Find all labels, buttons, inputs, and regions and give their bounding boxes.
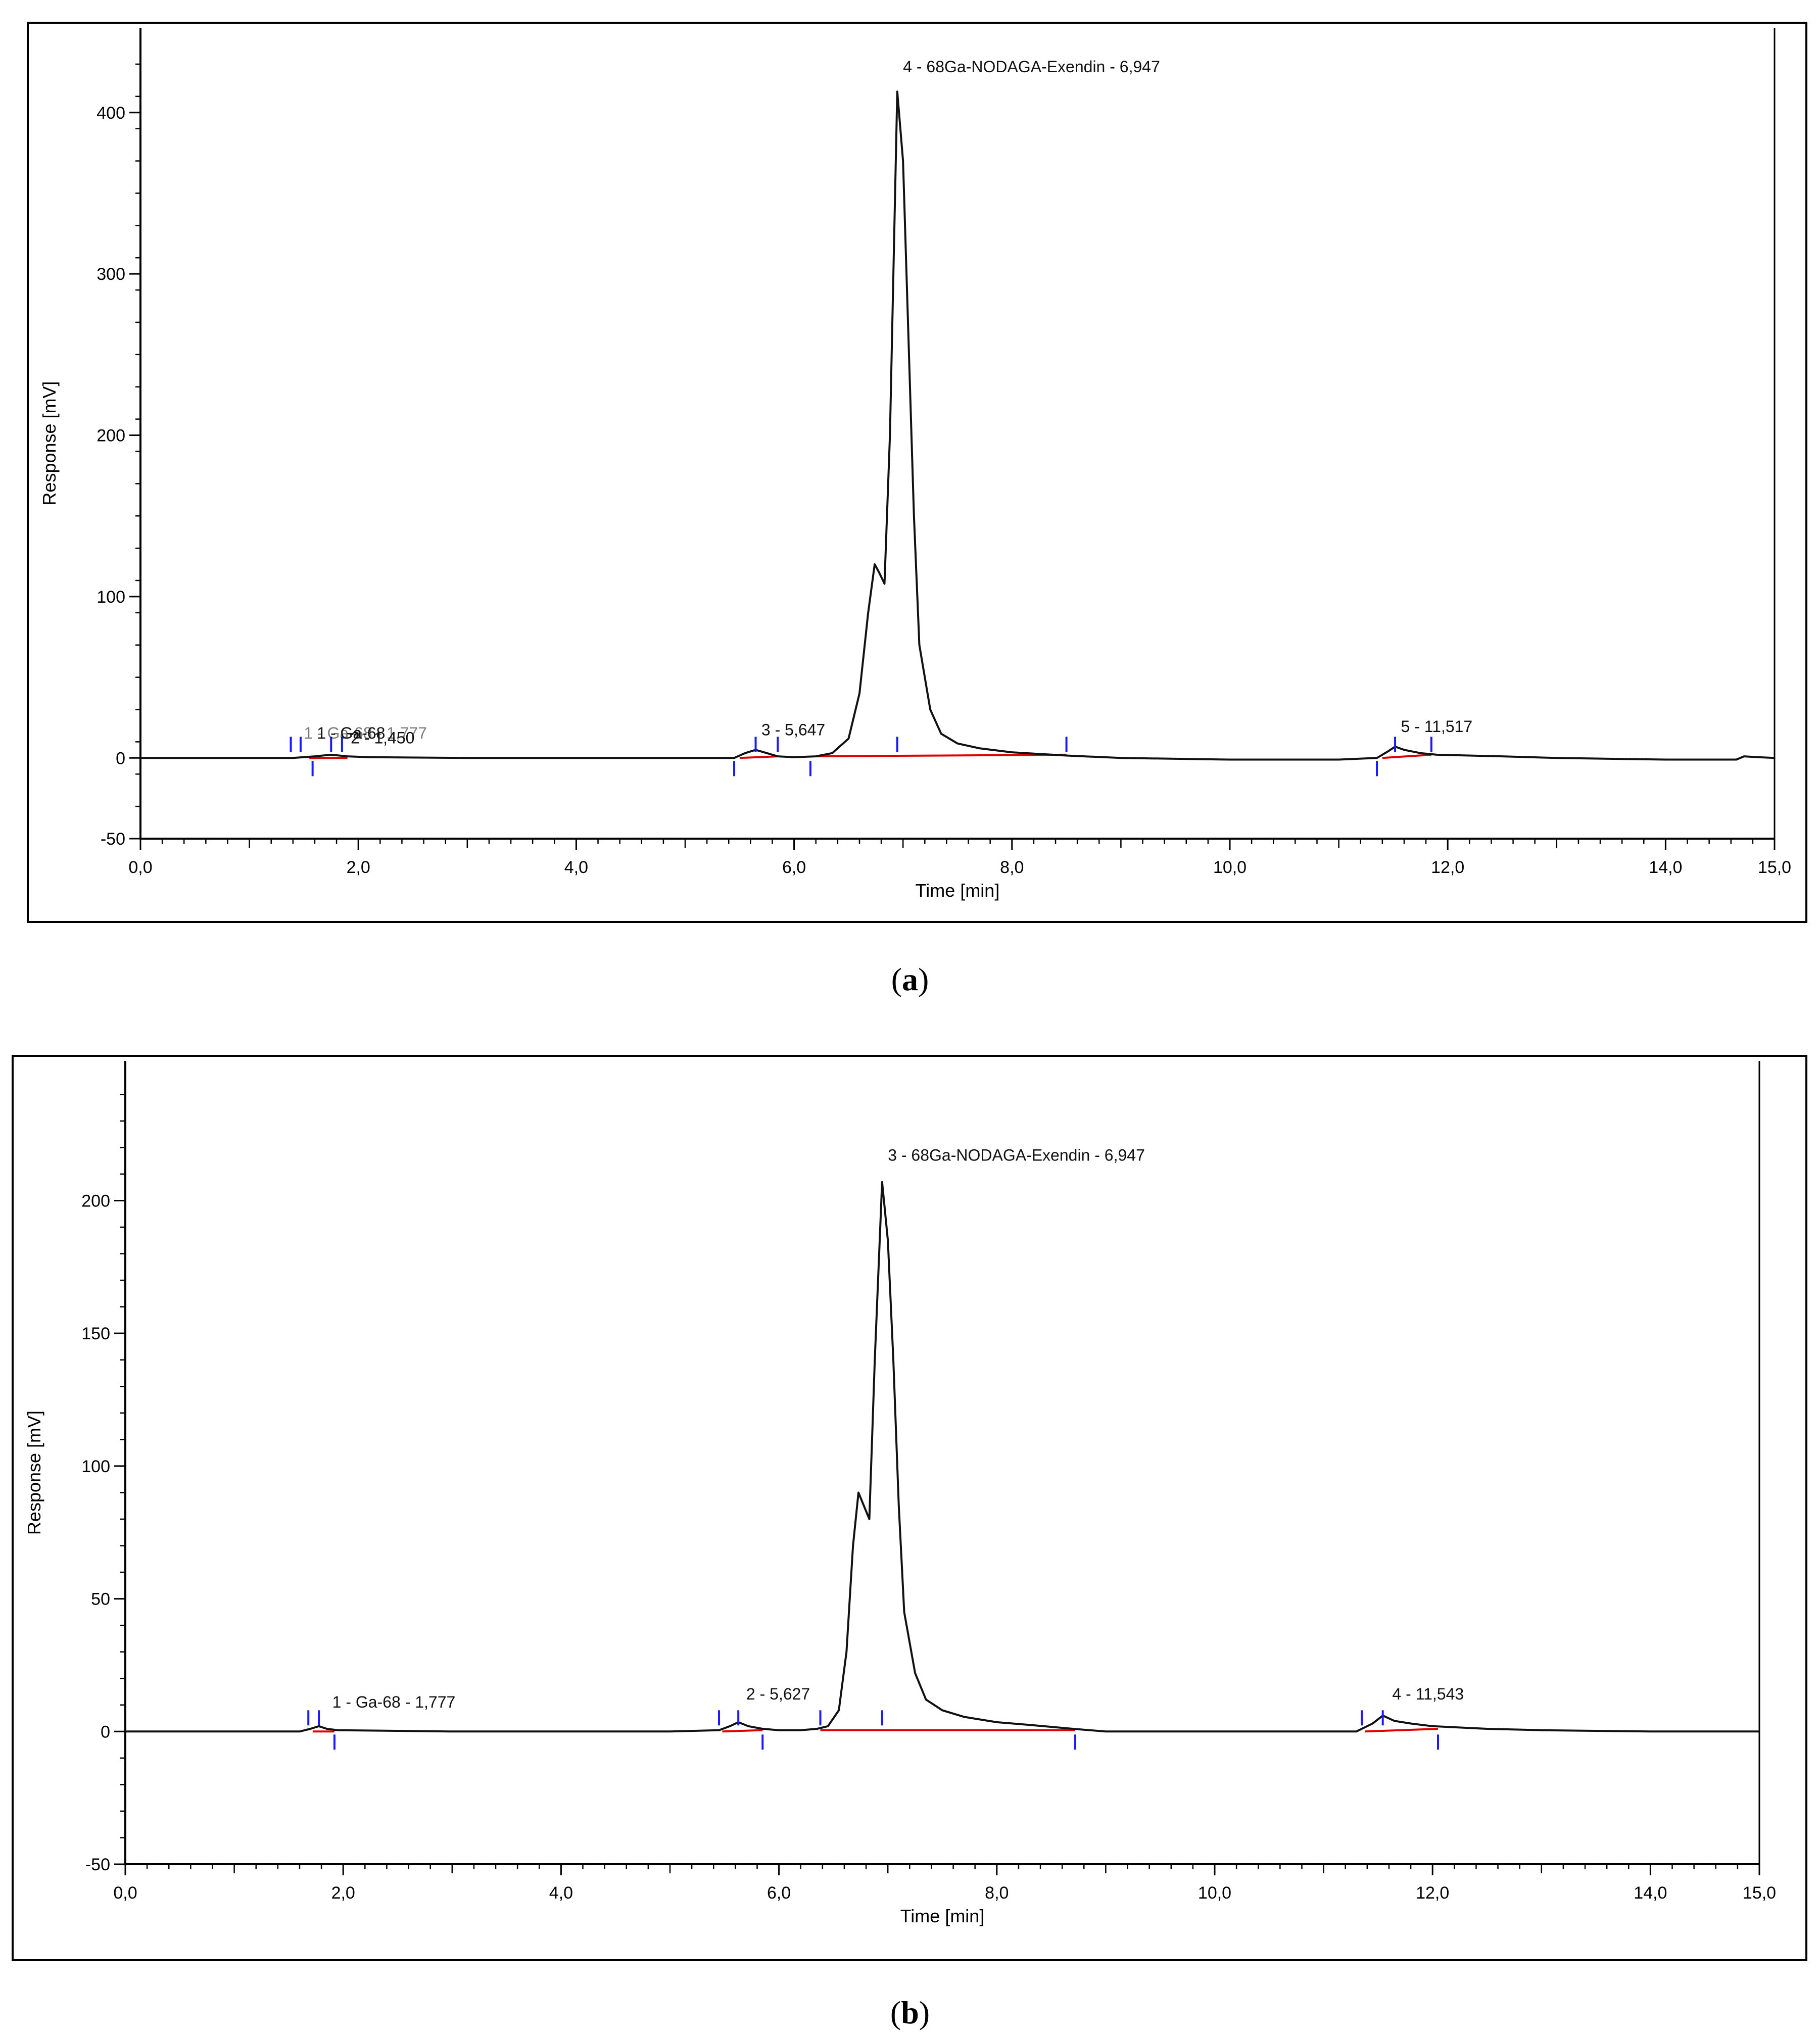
y-tick-label: 100 [97, 588, 125, 607]
x-tick-label: 4,0 [549, 1883, 573, 1903]
y-tick-label: 0 [101, 1722, 110, 1741]
panel-caption: (b) [890, 1995, 930, 2030]
chart-panel-a: 0,0 2,0 4,0 6,0 8,0 10,0 12,0 14,0 15,0 -50 0 100 20… [27, 22, 1807, 997]
integration-baseline [722, 1729, 763, 1733]
y-tick-label: -50 [85, 1855, 110, 1874]
peak-label: 4 - 11,543 [1392, 1685, 1464, 1703]
y-axis-label: Response [mV] [24, 1411, 44, 1535]
peak-label: 4 - 68Ga-NODAGA-Exendin - 6,947 [903, 58, 1160, 76]
x-tick-label: 4,0 [564, 858, 588, 877]
x-tick-label: 0,0 [113, 1883, 137, 1903]
y-tick-label: -50 [101, 830, 125, 849]
integration-baseline [1365, 1728, 1439, 1733]
x-tick-label: 6,0 [767, 1883, 791, 1903]
x-tick-label: 15,0 [1743, 1883, 1776, 1903]
x-tick-label: 6,0 [782, 858, 806, 877]
peak-label: 3 - 5,647 [761, 721, 825, 739]
y-tick-label: 200 [81, 1191, 110, 1210]
peak-label: 2 - 1,450 [351, 729, 414, 747]
peak-label: 3 - 68Ga-NODAGA-Exendin - 6,947 [888, 1146, 1145, 1165]
peak-label: 1 - Ga-68 - 1,777 [304, 724, 427, 742]
x-tick-label: 0,0 [128, 858, 152, 877]
x-axis-label: Time [min] [916, 880, 1000, 901]
x-tick-label: 10,0 [1198, 1883, 1231, 1903]
peak-label: 1 - Ga-68 - 1,777 [332, 1693, 456, 1711]
x-tick-label: 14,0 [1634, 1883, 1667, 1903]
integration-baseline [816, 753, 1067, 758]
y-axis-label: Response [mV] [39, 381, 60, 505]
y-tick-label: 400 [97, 104, 125, 123]
chart-frame [12, 1055, 1807, 1961]
integration-baseline [1382, 753, 1431, 759]
x-tick-label: 2,0 [347, 858, 370, 877]
x-tick-label: 12,0 [1416, 1883, 1449, 1903]
peak-label: 2 - 5,627 [746, 1685, 810, 1703]
y-tick-label: 150 [81, 1324, 110, 1343]
chromatogram-trace [140, 90, 1775, 761]
x-axis-label: Time [min] [900, 1906, 985, 1926]
x-tick-label: 2,0 [331, 1883, 355, 1903]
peak-label: 1 - Ga-68 [317, 724, 385, 742]
x-tick-label: 10,0 [1213, 858, 1247, 877]
x-tick-label: 14,0 [1649, 858, 1682, 877]
y-tick-label: 50 [91, 1590, 110, 1609]
x-tick-label: 12,0 [1431, 858, 1464, 877]
x-tick-label: 8,0 [1000, 858, 1024, 877]
x-tick-label: 15,0 [1758, 858, 1791, 877]
chart-frame [27, 22, 1807, 923]
integration-baseline [739, 755, 778, 759]
y-tick-label: 300 [97, 265, 125, 284]
chart-panel-b: 0,0 2,0 4,0 6,0 8,0 10,0 12,0 14,0 15,0 -50 0 50 100… [12, 1055, 1807, 2030]
chromatogram-trace [125, 1181, 1759, 1733]
y-tick-label: 0 [116, 749, 125, 768]
x-tick-label: 8,0 [985, 1883, 1009, 1903]
y-tick-label: 200 [97, 426, 125, 446]
panel-caption: (a) [891, 961, 929, 997]
y-tick-label: 100 [81, 1457, 110, 1476]
peak-label: 5 - 11,517 [1401, 717, 1472, 736]
